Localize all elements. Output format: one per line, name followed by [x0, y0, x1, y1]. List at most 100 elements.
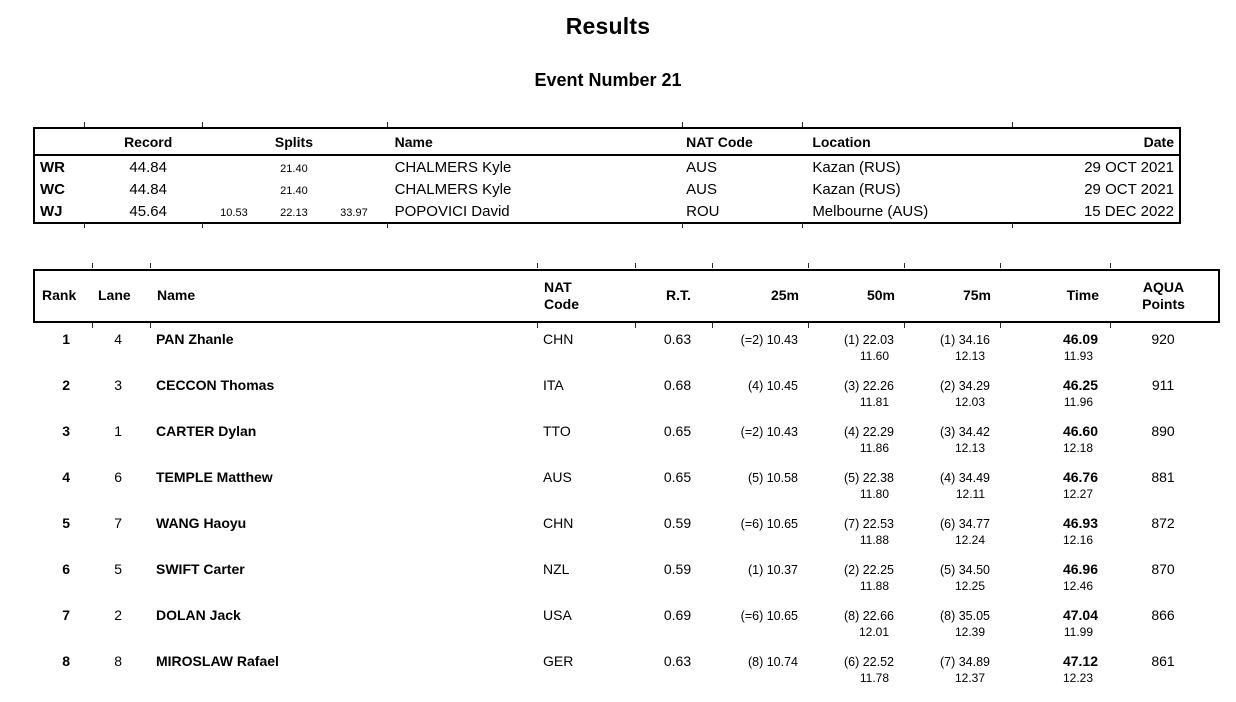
record-split-2: 21.40: [280, 184, 308, 197]
lane-cell-blank: [90, 533, 148, 553]
lap-25m-blank: [710, 579, 806, 599]
rank-cell-blank: [33, 579, 90, 599]
result-row-main: 2 3 CECCON Thomas ITA 0.68 (4) 10.45 (3) 22.26…: [33, 369, 1218, 395]
record-type-cell: WR: [40, 158, 65, 176]
split-50m-cell: (2) 22.25: [843, 563, 894, 577]
column-divider-tick: [387, 223, 388, 228]
points-cell-blank: [1108, 349, 1218, 369]
record-split-2: 21.40: [280, 162, 308, 175]
column-divider-tick: [1110, 263, 1111, 268]
rank-cell-blank: [33, 441, 90, 461]
column-divider-tick: [682, 223, 683, 228]
aqua-points-cell: 872: [1151, 515, 1175, 531]
lap-50m-cell: 11.88: [859, 579, 889, 593]
swimmer-name-cell: CARTER Dylan: [156, 423, 257, 439]
result-row-laps: 11.88 12.25 12.46: [33, 579, 1218, 599]
lap-25m-blank: [710, 487, 806, 507]
lane-cell: 7: [114, 515, 122, 531]
record-row: WR 44.84 21.40 CHALMERS Kyle AUS Kazan (RUS) 2…: [34, 155, 1180, 178]
records-header-date: Date: [1012, 128, 1180, 156]
split-50m-cell: (1) 22.03: [843, 333, 894, 347]
results-header-75m: 75m: [962, 287, 991, 304]
rt-cell-blank: [633, 395, 710, 415]
final-time-cell: 47.12: [1062, 653, 1098, 669]
points-cell-blank: [1108, 579, 1218, 599]
name-cell-blank: [148, 579, 535, 599]
lap-50m-cell: 12.01: [858, 625, 889, 639]
results-header-table: Rank Lane Name NAT Code R.T. 25m 50m 75m…: [33, 269, 1220, 323]
lap-50m-cell: 11.86: [859, 441, 889, 455]
rt-cell-blank: [633, 625, 710, 645]
rt-cell-blank: [633, 671, 710, 691]
lap-75m-cell: 12.11: [955, 487, 985, 501]
aqua-points-cell: 890: [1151, 423, 1175, 439]
event-number-title: Event Number 21: [534, 70, 682, 90]
split-75m-cell: (2) 34.29: [939, 379, 990, 393]
split-25m-cell: (=2) 10.43: [740, 425, 798, 439]
rt-cell-blank: [633, 349, 710, 369]
column-divider-tick: [1000, 323, 1001, 328]
page-title: Results: [565, 13, 651, 39]
rt-cell-blank: [633, 487, 710, 507]
rank-cell-blank: [33, 671, 90, 691]
result-row-laps: 11.80 12.11 12.27: [33, 487, 1218, 507]
lap-75m-cell: 12.03: [954, 395, 985, 409]
column-divider-tick: [150, 263, 151, 268]
points-cell-blank: [1108, 533, 1218, 553]
nat-cell-blank: [535, 625, 633, 645]
result-row-laps: 12.01 12.39 11.99: [33, 625, 1218, 645]
rank-cell: 4: [62, 469, 70, 485]
lane-cell-blank: [90, 671, 148, 691]
record-split-2: 22.13: [280, 206, 308, 219]
rank-cell-blank: [33, 533, 90, 553]
final-time-cell: 46.96: [1062, 561, 1098, 577]
points-cell-blank: [1108, 487, 1218, 507]
lane-cell: 5: [114, 561, 122, 577]
record-row: WJ 45.64 10.53 22.13 33.97 POPOVICI David ROU M…: [34, 200, 1180, 223]
split-25m-cell: (4) 10.45: [747, 379, 798, 393]
column-divider-tick: [808, 263, 809, 268]
final-time-cell: 46.76: [1062, 469, 1098, 485]
nat-cell-blank: [535, 579, 633, 599]
name-cell-blank: [148, 395, 535, 415]
lap-50m-cell: 11.60: [859, 349, 889, 363]
record-date-cell: 29 OCT 2021: [1084, 158, 1174, 176]
result-row-laps: 11.78 12.37 12.23: [33, 671, 1218, 691]
record-splits-cell: 21.40: [201, 155, 386, 178]
aqua-points-cell: 870: [1151, 561, 1175, 577]
name-cell-blank: [148, 625, 535, 645]
nat-cell-blank: [535, 441, 633, 461]
reaction-time-cell: 0.69: [663, 607, 692, 623]
split-50m-cell: (6) 22.52: [843, 655, 894, 669]
split-50m-cell: (4) 22.29: [843, 425, 894, 439]
nat-cell-blank: [535, 671, 633, 691]
lane-cell-blank: [90, 441, 148, 461]
swimmer-name-cell: DOLAN Jack: [156, 607, 241, 623]
name-cell-blank: [148, 533, 535, 553]
swimmer-name-cell: WANG Haoyu: [156, 515, 247, 531]
points-cell-blank: [1108, 395, 1218, 415]
nat-code-cell: TTO: [543, 423, 571, 439]
result-row-main: 5 7 WANG Haoyu CHN 0.59 (=6) 10.65 (7) 22.53 (6…: [33, 507, 1218, 533]
aqua-points-cell: 866: [1151, 607, 1175, 623]
records-section: Record Splits Name NAT Code Location Dat…: [33, 122, 1181, 228]
rank-cell: 1: [62, 331, 70, 347]
reaction-time-cell: 0.65: [663, 469, 692, 485]
lap-time-cell: 11.99: [1063, 625, 1093, 639]
column-divider-tick: [808, 323, 809, 328]
result-row-main: 6 5 SWIFT Carter NZL 0.59 (1) 10.37 (2) 22.25 (…: [33, 553, 1218, 579]
column-divider-tick: [635, 323, 636, 328]
lap-50m-cell: 11.78: [859, 671, 889, 685]
rank-cell: 6: [62, 561, 70, 577]
column-divider-tick: [202, 122, 203, 127]
name-cell-blank: [148, 349, 535, 369]
results-header-name: Name: [157, 287, 196, 304]
column-divider-tick: [84, 122, 85, 127]
rank-cell-blank: [33, 487, 90, 507]
reaction-time-cell: 0.65: [663, 423, 692, 439]
lap-time-cell: 11.96: [1063, 395, 1093, 409]
column-divider-tick: [1000, 263, 1001, 268]
record-date-cell: 15 DEC 2022: [1083, 202, 1174, 220]
final-time-cell: 46.60: [1062, 423, 1098, 439]
lap-75m-cell: 12.13: [954, 441, 985, 455]
